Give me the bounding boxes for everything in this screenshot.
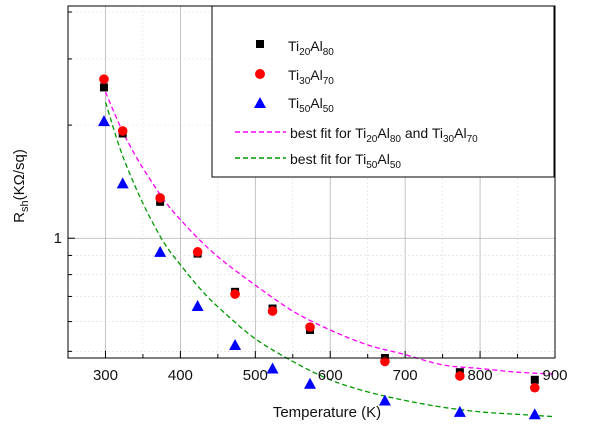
y-tick-label: 1 xyxy=(54,230,62,247)
marker-series-1 xyxy=(117,126,128,136)
marker-series-2 xyxy=(154,245,167,257)
legend-swatch-ti20al80 xyxy=(256,40,264,48)
marker-series-0 xyxy=(99,83,108,92)
marker-series-2 xyxy=(378,394,391,406)
marker-series-2 xyxy=(116,177,129,189)
x-tick-label: 700 xyxy=(393,367,418,384)
marker-series-1 xyxy=(192,247,203,257)
y-axis-title-main: R xyxy=(11,212,28,223)
axis-ticks xyxy=(67,11,556,358)
data-markers xyxy=(97,74,541,420)
x-tick-label: 800 xyxy=(468,367,493,384)
legend-label-ti50al50: Ti50Al50 xyxy=(288,95,334,115)
legend-label-fit-ti50: best fit for Ti50Al50 xyxy=(290,151,401,171)
x-tick-label: 500 xyxy=(243,367,268,384)
marker-series-1 xyxy=(380,356,390,367)
marker-series-1 xyxy=(305,322,315,332)
marker-series-2 xyxy=(304,377,317,389)
marker-series-1 xyxy=(99,74,109,84)
marker-series-2 xyxy=(266,362,279,374)
marker-series-1 xyxy=(155,193,165,203)
x-tick-label: 300 xyxy=(93,367,118,384)
marker-series-2 xyxy=(97,115,110,127)
marker-series-1 xyxy=(455,371,465,381)
tick-labels: 1 300 400 500 600 700 800 900 xyxy=(54,230,568,384)
x-tick-label: 600 xyxy=(318,367,343,384)
y-axis-title-sub: sh xyxy=(19,200,31,212)
y-axis-title-rest: (KΩ/sq) xyxy=(11,149,28,200)
x-tick-label: 400 xyxy=(168,367,193,384)
legend-label-ti20al80: Ti20Al80 xyxy=(288,38,334,58)
marker-series-2 xyxy=(453,405,466,417)
x-axis-title: Temperature (K) xyxy=(273,404,381,421)
legend: Ti20Al80 Ti30Al70 Ti50Al50 best fit for … xyxy=(211,5,555,178)
marker-series-1 xyxy=(230,289,240,299)
fit-curve-0 xyxy=(104,91,556,375)
legend-swatch-ti30al70 xyxy=(255,69,265,79)
y-axis-title: Rsh(KΩ/sq) xyxy=(11,149,31,223)
marker-series-1 xyxy=(529,382,540,393)
marker-series-2 xyxy=(528,408,541,420)
marker-series-0 xyxy=(530,375,539,384)
x-tick-label: 900 xyxy=(542,367,567,384)
marker-series-1 xyxy=(267,306,278,316)
legend-swatch-ti50al50 xyxy=(254,97,266,108)
fit-curves xyxy=(104,91,556,418)
legend-label-fit-ti20-ti30: best fit for Ti20Al80 and Ti30Al70 xyxy=(290,125,478,145)
legend-label-ti30al70: Ti30Al70 xyxy=(288,67,334,87)
fit-curve-1 xyxy=(104,102,556,418)
marker-series-2 xyxy=(229,338,242,350)
marker-series-2 xyxy=(191,300,204,312)
legend-box xyxy=(211,5,555,178)
